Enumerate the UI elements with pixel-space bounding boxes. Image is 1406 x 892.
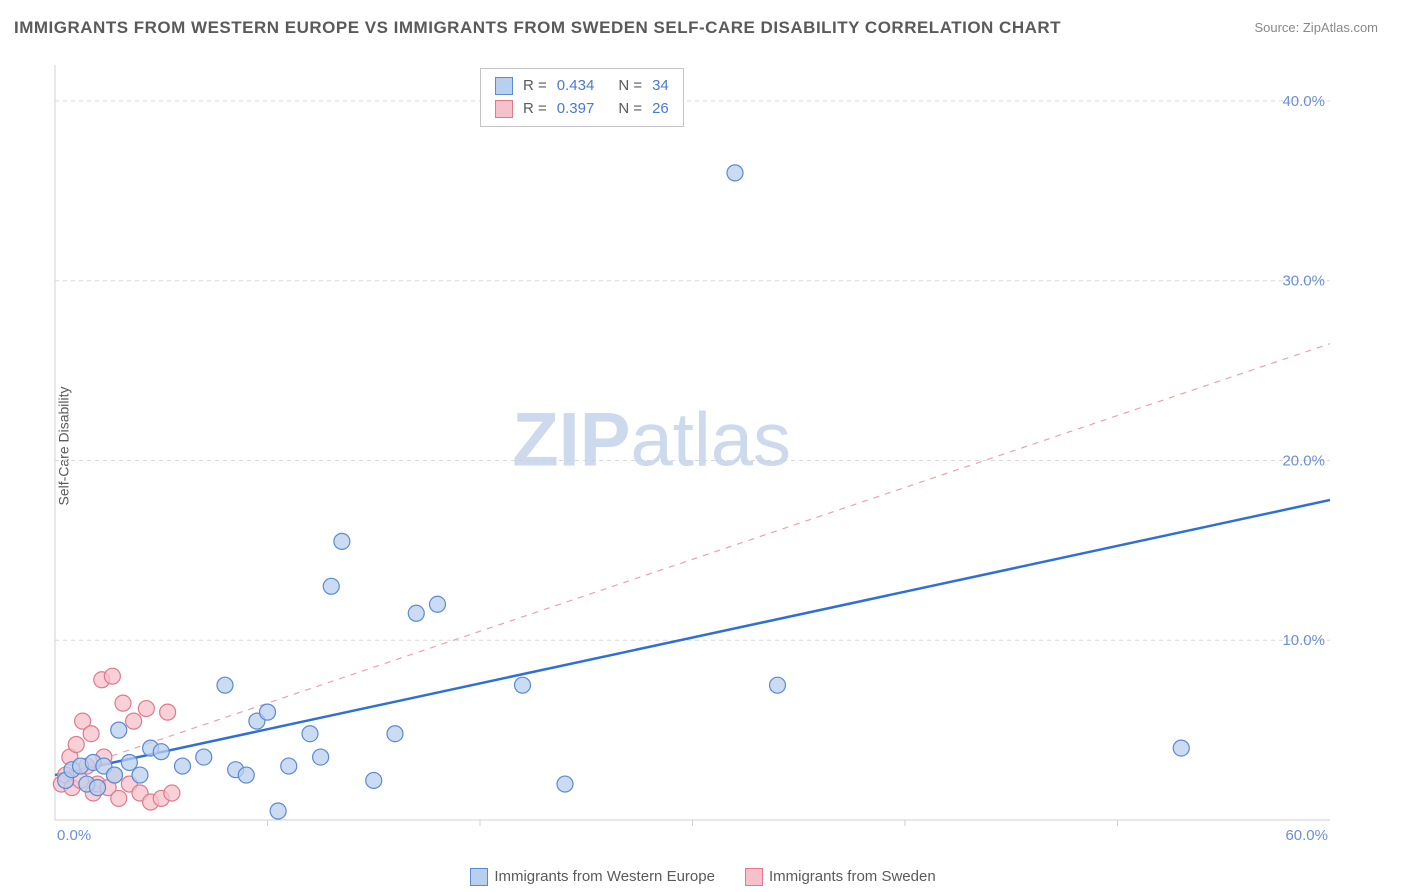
- series-legend-item: Immigrants from Western Europe: [470, 868, 715, 886]
- svg-text:60.0%: 60.0%: [1285, 827, 1328, 840]
- chart-svg: 10.0% 20.0% 30.0% 40.0% ZIPatlas 0.0% 60.0%: [50, 60, 1330, 840]
- legend-n-value: 34: [652, 75, 669, 98]
- legend-swatch-icon: [745, 868, 763, 886]
- legend-r-value: 0.397: [557, 98, 595, 121]
- scatter-plot: 10.0% 20.0% 30.0% 40.0% ZIPatlas 0.0% 60.0%: [50, 60, 1330, 840]
- legend-n-label: N =: [618, 98, 642, 121]
- svg-text:ZIPatlas: ZIPatlas: [512, 398, 791, 483]
- series-legend-item: Immigrants from Sweden: [745, 868, 936, 886]
- svg-text:0.0%: 0.0%: [57, 827, 91, 840]
- legend-n-label: N =: [618, 75, 642, 98]
- chart-source: Source: ZipAtlas.com: [1254, 20, 1378, 35]
- correlation-legend: R = 0.434 N = 34 R = 0.397 N = 26: [480, 68, 684, 127]
- legend-row: R = 0.434 N = 34: [495, 75, 669, 98]
- svg-text:10.0%: 10.0%: [1282, 632, 1325, 649]
- legend-swatch-icon: [495, 100, 513, 118]
- legend-r-label: R =: [523, 98, 547, 121]
- series-legend-label: Immigrants from Western Europe: [494, 868, 715, 885]
- svg-text:40.0%: 40.0%: [1282, 93, 1325, 110]
- chart-title: IMMIGRANTS FROM WESTERN EUROPE VS IMMIGR…: [14, 18, 1061, 38]
- svg-text:20.0%: 20.0%: [1282, 452, 1325, 469]
- series-legend: Immigrants from Western Europe Immigrants…: [0, 868, 1406, 886]
- series-legend-label: Immigrants from Sweden: [769, 868, 936, 885]
- legend-swatch-icon: [470, 868, 488, 886]
- legend-r-label: R =: [523, 75, 547, 98]
- svg-text:30.0%: 30.0%: [1282, 273, 1325, 290]
- legend-r-value: 0.434: [557, 75, 595, 98]
- legend-swatch-icon: [495, 77, 513, 95]
- legend-row: R = 0.397 N = 26: [495, 98, 669, 121]
- legend-n-value: 26: [652, 98, 669, 121]
